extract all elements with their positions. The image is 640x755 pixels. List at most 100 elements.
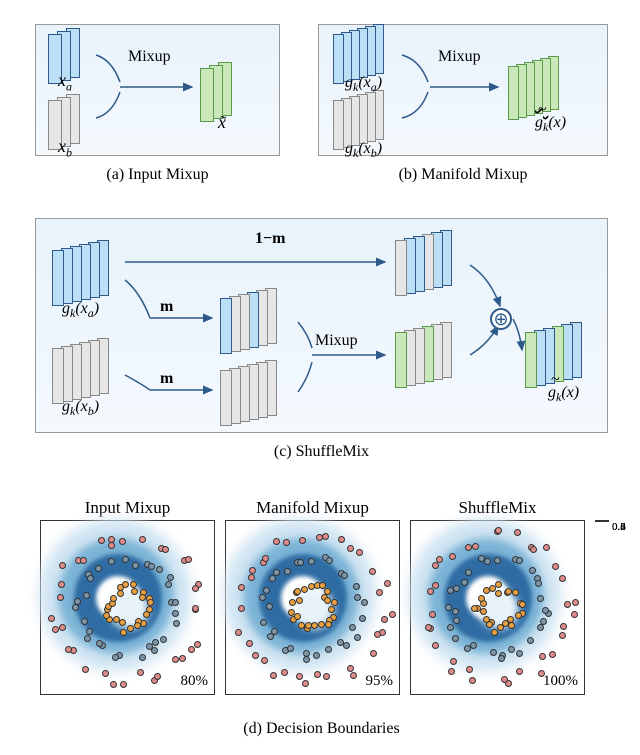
- label-gkb: gk(xb): [345, 140, 382, 161]
- accuracy-label: 100%: [543, 673, 578, 690]
- data-point: [139, 536, 146, 543]
- data-point: [160, 636, 167, 643]
- data-point: [270, 672, 277, 679]
- feature-slab: [200, 68, 214, 122]
- data-point: [287, 645, 294, 652]
- data-point: [301, 586, 308, 593]
- label-xa: xa: [58, 70, 72, 95]
- data-point: [318, 621, 325, 628]
- data-point: [347, 545, 354, 552]
- data-point: [147, 599, 154, 606]
- data-point: [483, 616, 490, 623]
- data-point: [127, 625, 134, 632]
- data-point: [464, 645, 471, 652]
- data-point: [252, 652, 259, 659]
- data-point: [302, 680, 309, 687]
- label-gka: gk(xa): [345, 74, 382, 95]
- data-point: [450, 658, 457, 665]
- data-point: [122, 581, 129, 588]
- data-point: [494, 557, 501, 564]
- data-point: [350, 672, 357, 679]
- data-point: [449, 553, 456, 560]
- decision-plot: 95%: [225, 520, 400, 695]
- accuracy-label: 80%: [181, 673, 209, 690]
- feature-slab: [333, 34, 344, 84]
- data-point: [389, 611, 396, 618]
- data-point: [143, 611, 150, 618]
- data-point: [343, 642, 350, 649]
- feature-slab: [508, 66, 519, 120]
- data-point: [87, 575, 94, 582]
- data-point: [154, 673, 161, 680]
- data-point: [59, 624, 66, 631]
- data-point: [537, 624, 544, 631]
- data-point: [432, 582, 439, 589]
- data-point: [370, 650, 377, 657]
- data-point: [452, 608, 459, 615]
- colorbar-tick: 0: [608, 521, 618, 533]
- data-point: [83, 592, 90, 599]
- data-point: [461, 579, 468, 586]
- data-point: [512, 589, 519, 596]
- data-point: [466, 666, 473, 673]
- data-point: [535, 580, 542, 587]
- data-point: [469, 677, 476, 684]
- data-point: [564, 601, 571, 608]
- data-point: [471, 605, 478, 612]
- data-point: [436, 556, 443, 563]
- data-point: [552, 563, 559, 570]
- data-point: [478, 595, 485, 602]
- label-gka-c: gk(xa): [62, 300, 99, 321]
- data-point: [308, 558, 315, 565]
- data-point: [470, 642, 477, 649]
- data-point: [172, 610, 179, 617]
- data-point: [495, 527, 502, 534]
- panel-d-caption: (d) Decision Boundaries: [35, 720, 608, 738]
- data-point: [281, 669, 288, 676]
- panel-c-caption: (c) ShuffleMix: [35, 443, 608, 461]
- label-mixup-b: Mixup: [438, 48, 481, 66]
- data-point: [323, 673, 330, 680]
- data-point: [347, 665, 354, 672]
- data-point: [445, 604, 452, 611]
- data-point: [52, 626, 59, 633]
- data-point: [82, 666, 89, 673]
- data-point: [299, 537, 306, 544]
- data-point: [185, 556, 192, 563]
- data-point: [349, 624, 356, 631]
- data-point: [432, 562, 439, 569]
- data-point: [495, 590, 502, 597]
- panel-c-box: [35, 218, 608, 433]
- data-point: [325, 621, 332, 628]
- panel-b-caption: (b) Manifold Mixup: [318, 166, 608, 184]
- data-point: [374, 631, 381, 638]
- data-point: [296, 673, 303, 680]
- data-point: [167, 574, 174, 581]
- panel-a-caption: (a) Input Mixup: [35, 166, 280, 184]
- data-point: [266, 603, 273, 610]
- data-point: [139, 594, 146, 601]
- data-point: [519, 601, 526, 608]
- label-mixup-a: Mixup: [128, 48, 171, 66]
- data-point: [559, 632, 566, 639]
- decision-plot: 100%: [410, 520, 585, 695]
- data-point: [549, 651, 556, 658]
- data-point: [498, 655, 505, 662]
- data-point: [572, 599, 579, 606]
- data-point: [192, 585, 199, 592]
- data-point: [384, 580, 391, 587]
- data-point: [559, 575, 566, 582]
- data-point: [139, 654, 146, 661]
- data-point: [179, 655, 186, 662]
- data-point: [192, 605, 199, 612]
- data-point: [58, 581, 65, 588]
- data-point: [246, 640, 253, 647]
- data-point: [543, 544, 550, 551]
- label-m2: m: [160, 370, 173, 388]
- data-point: [108, 542, 115, 549]
- data-point: [110, 595, 117, 602]
- decision-plot: 80%: [40, 520, 215, 695]
- data-point: [311, 622, 318, 629]
- data-point: [516, 557, 523, 564]
- feature-slab: [395, 332, 407, 388]
